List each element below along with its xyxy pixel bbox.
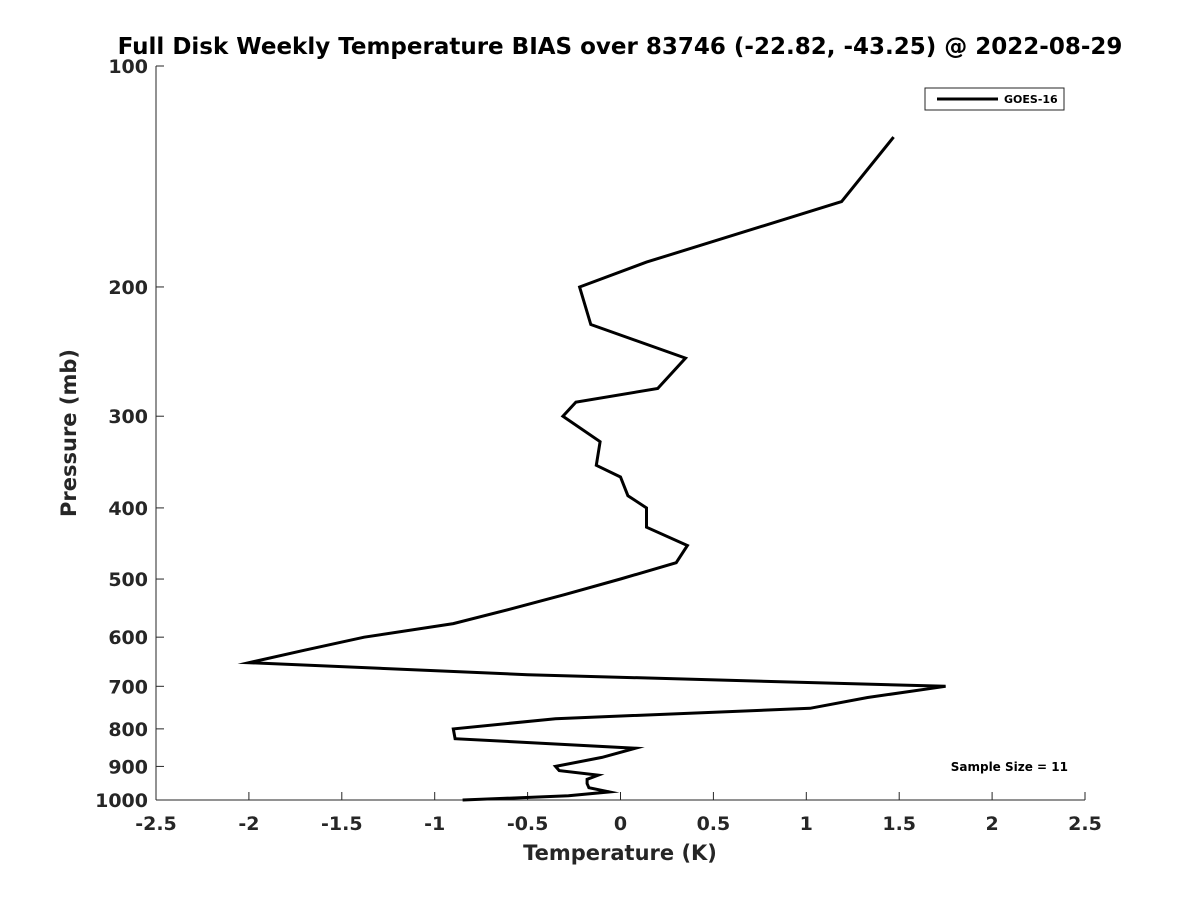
x-tick-label: -1: [424, 813, 445, 835]
x-tick-label: -2: [238, 813, 259, 835]
y-tick-label: 100: [108, 56, 148, 78]
y-tick-label: 600: [108, 627, 148, 649]
legend-label: GOES-16: [1004, 93, 1058, 106]
x-tick-label: -1.5: [321, 813, 363, 835]
chart-title: Full Disk Weekly Temperature BIAS over 8…: [118, 34, 1123, 60]
y-tick-label: 800: [108, 719, 148, 741]
x-axis-label: Temperature (K): [523, 841, 717, 865]
x-tick-label: -2.5: [135, 813, 177, 835]
y-tick-label: 700: [108, 676, 148, 698]
y-tick-label: 1000: [95, 790, 148, 812]
series-line-goes-16: [237, 136, 946, 802]
x-tick-label: 2.5: [1068, 813, 1102, 835]
y-tick-label: 400: [108, 498, 148, 520]
x-tick-label: -0.5: [507, 813, 549, 835]
x-tick-label: 1.5: [882, 813, 916, 835]
y-tick-label: 500: [108, 569, 148, 591]
x-tick-label: 1: [800, 813, 813, 835]
y-tick-label: 200: [108, 277, 148, 299]
x-tick-label: 0.5: [697, 813, 731, 835]
y-tick-label: 300: [108, 406, 148, 428]
y-tick-label: 900: [108, 756, 148, 778]
x-ticks: -2.5 -2 -1.5 -1 -0.5 0 0.5 1 1.5 2 2.5: [135, 792, 1102, 835]
sample-size-annotation: Sample Size = 11: [951, 760, 1068, 774]
x-tick-label: 0: [614, 813, 627, 835]
x-tick-label: 2: [985, 813, 998, 835]
legend: GOES-16: [924, 87, 1065, 111]
y-axis-label: Pressure (mb): [57, 349, 81, 517]
series-layer: [237, 136, 946, 802]
y-ticks: 100 200 300 400 500 600 700 800 900 1000: [95, 56, 164, 812]
